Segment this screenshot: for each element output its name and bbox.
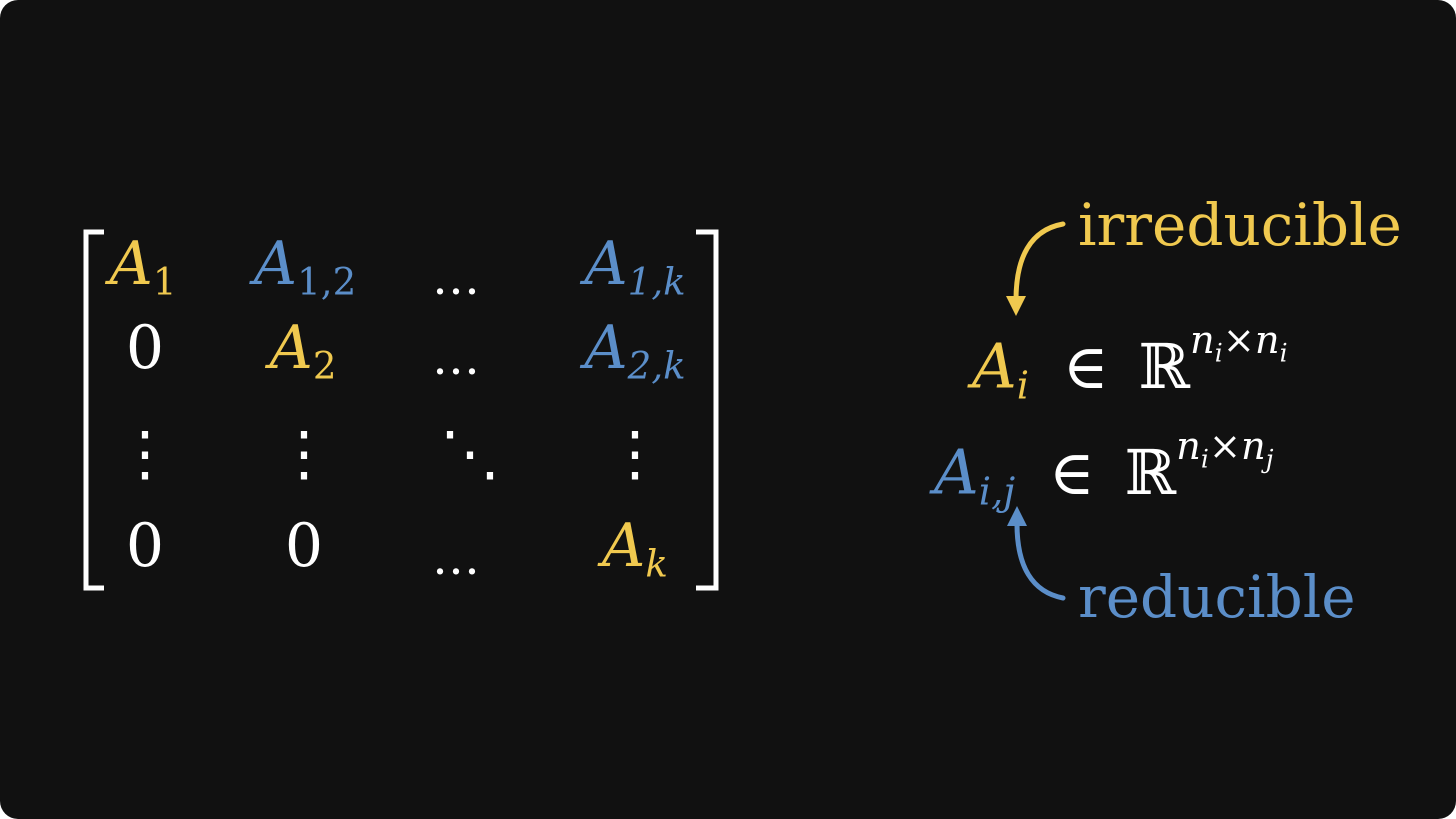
reducible-arrow <box>1014 521 1066 601</box>
irreducible-arrowhead <box>1006 296 1026 316</box>
matrix-cell-r1c3: … <box>432 250 494 306</box>
matrix-cell-r2c4: A2,k <box>584 313 686 388</box>
matrix-cell-r4c2: 0 <box>284 511 324 581</box>
right-bracket <box>696 229 719 591</box>
matrix-cell-r3c4: ⋮ <box>605 419 665 489</box>
matrix-cell-r2c1: 0 <box>125 313 165 383</box>
matrix-cell-r4c4: Ak <box>602 511 668 586</box>
left-bracket <box>83 229 104 591</box>
matrix-cell-r3c2: ⋮ <box>274 419 334 489</box>
matrix-cell-r4c3: … <box>432 530 494 586</box>
matrix-cell-r2c2: A2 <box>269 313 337 388</box>
equation-reducible-block: Ai,j ∈ ℝni×nj <box>934 424 1274 515</box>
reducible-label: reducible <box>1078 563 1356 631</box>
matrix-cell-r1c4: A1,k <box>584 229 686 304</box>
matrix-cell-r4c1: 0 <box>125 511 165 581</box>
irreducible-arrow <box>1013 221 1066 303</box>
matrix-cell-r3c3: ⋱ <box>440 419 500 489</box>
matrix-cell-r3c1: ⋮ <box>115 419 175 489</box>
matrix-cell-r1c2: A1,2 <box>253 229 357 304</box>
reducible-arrowhead <box>1007 506 1027 526</box>
irreducible-label: irreducible <box>1078 191 1402 259</box>
equation-irreducible-block: Ai ∈ ℝni×ni <box>972 318 1288 409</box>
matrix-cell-r2c3: … <box>432 330 494 386</box>
matrix-cell-r1c1: A1 <box>109 229 177 304</box>
